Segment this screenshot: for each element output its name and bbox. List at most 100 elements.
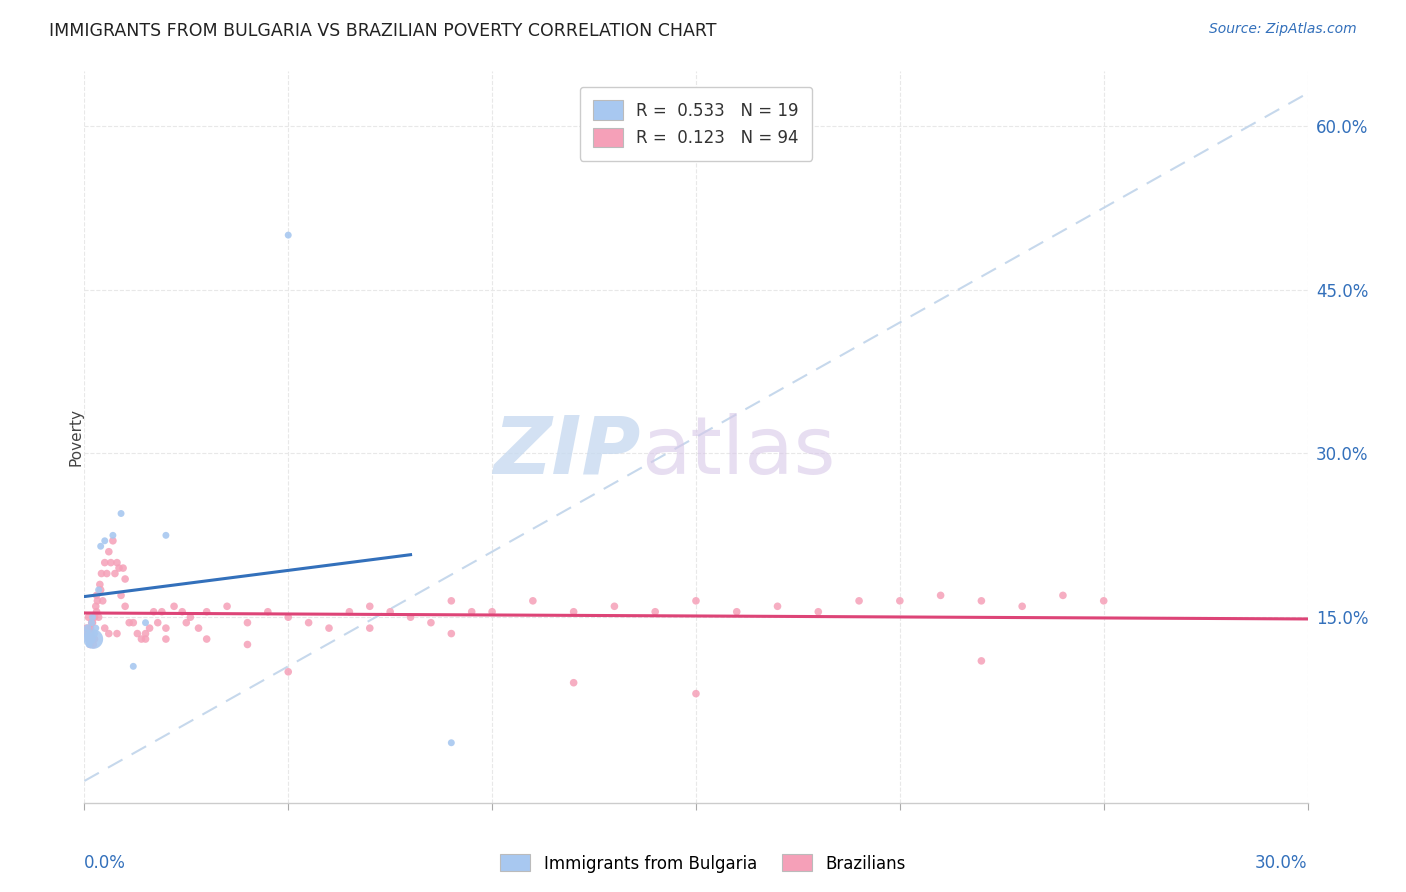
- Point: [118, 615, 141, 630]
- Point: [77, 621, 100, 635]
- Point: [82, 632, 104, 646]
- Text: ZIP: ZIP: [494, 413, 641, 491]
- Point: [135, 626, 157, 640]
- Point: [440, 594, 463, 608]
- Point: [127, 626, 149, 640]
- Point: [86, 588, 108, 602]
- Point: [77, 638, 100, 652]
- Point: [562, 605, 585, 619]
- Point: [91, 594, 114, 608]
- Point: [277, 610, 299, 624]
- Point: [150, 605, 173, 619]
- Point: [970, 654, 993, 668]
- Point: [522, 594, 544, 608]
- Point: [79, 632, 101, 646]
- Point: [195, 632, 218, 646]
- Point: [84, 599, 107, 614]
- Point: [87, 610, 110, 624]
- Point: [155, 528, 177, 542]
- Point: [135, 615, 157, 630]
- Point: [110, 507, 132, 521]
- Point: [1052, 588, 1074, 602]
- Point: [848, 594, 870, 608]
- Point: [1011, 599, 1033, 614]
- Point: [76, 621, 98, 635]
- Point: [97, 626, 120, 640]
- Point: [174, 615, 197, 630]
- Point: [83, 626, 105, 640]
- Point: [79, 638, 101, 652]
- Text: IMMIGRANTS FROM BULGARIA VS BRAZILIAN POVERTY CORRELATION CHART: IMMIGRANTS FROM BULGARIA VS BRAZILIAN PO…: [49, 22, 717, 40]
- Point: [104, 566, 127, 581]
- Point: [970, 594, 993, 608]
- Point: [318, 621, 340, 635]
- Point: [80, 615, 103, 630]
- Legend: Immigrants from Bulgaria, Brazilians: Immigrants from Bulgaria, Brazilians: [494, 847, 912, 880]
- Point: [108, 561, 131, 575]
- Point: [87, 582, 110, 597]
- Point: [146, 615, 169, 630]
- Point: [86, 594, 108, 608]
- Point: [83, 632, 105, 646]
- Point: [298, 615, 321, 630]
- Point: [277, 228, 299, 243]
- Point: [131, 632, 153, 646]
- Point: [461, 605, 484, 619]
- Point: [277, 665, 299, 679]
- Point: [339, 605, 361, 619]
- Point: [155, 632, 177, 646]
- Point: [685, 594, 707, 608]
- Point: [644, 605, 666, 619]
- Point: [380, 605, 402, 619]
- Point: [114, 572, 136, 586]
- Text: 30.0%: 30.0%: [1256, 854, 1308, 872]
- Point: [114, 599, 136, 614]
- Point: [77, 632, 100, 646]
- Point: [82, 638, 104, 652]
- Point: [807, 605, 830, 619]
- Point: [79, 621, 101, 635]
- Point: [359, 599, 381, 614]
- Point: [399, 610, 422, 624]
- Point: [420, 615, 443, 630]
- Point: [481, 605, 503, 619]
- Point: [100, 556, 122, 570]
- Point: [93, 533, 115, 548]
- Point: [187, 621, 209, 635]
- Point: [89, 577, 111, 591]
- Point: [562, 675, 585, 690]
- Point: [257, 605, 280, 619]
- Point: [142, 605, 165, 619]
- Point: [96, 566, 118, 581]
- Point: [105, 626, 128, 640]
- Point: [76, 626, 98, 640]
- Text: atlas: atlas: [641, 413, 835, 491]
- Y-axis label: Poverty: Poverty: [69, 408, 83, 467]
- Point: [90, 539, 112, 553]
- Legend: R =  0.533   N = 19, R =  0.123   N = 94: R = 0.533 N = 19, R = 0.123 N = 94: [579, 87, 813, 161]
- Point: [135, 632, 157, 646]
- Point: [86, 605, 108, 619]
- Point: [1092, 594, 1115, 608]
- Point: [82, 610, 104, 624]
- Point: [101, 533, 124, 548]
- Text: Source: ZipAtlas.com: Source: ZipAtlas.com: [1209, 22, 1357, 37]
- Point: [122, 659, 145, 673]
- Point: [90, 566, 112, 581]
- Point: [929, 588, 952, 602]
- Point: [75, 626, 97, 640]
- Point: [77, 610, 100, 624]
- Point: [236, 638, 259, 652]
- Point: [603, 599, 626, 614]
- Point: [83, 610, 105, 624]
- Point: [80, 626, 103, 640]
- Point: [110, 588, 132, 602]
- Point: [195, 605, 218, 619]
- Point: [440, 736, 463, 750]
- Point: [440, 626, 463, 640]
- Point: [163, 599, 186, 614]
- Point: [359, 621, 381, 635]
- Point: [217, 599, 239, 614]
- Point: [90, 582, 112, 597]
- Point: [82, 615, 104, 630]
